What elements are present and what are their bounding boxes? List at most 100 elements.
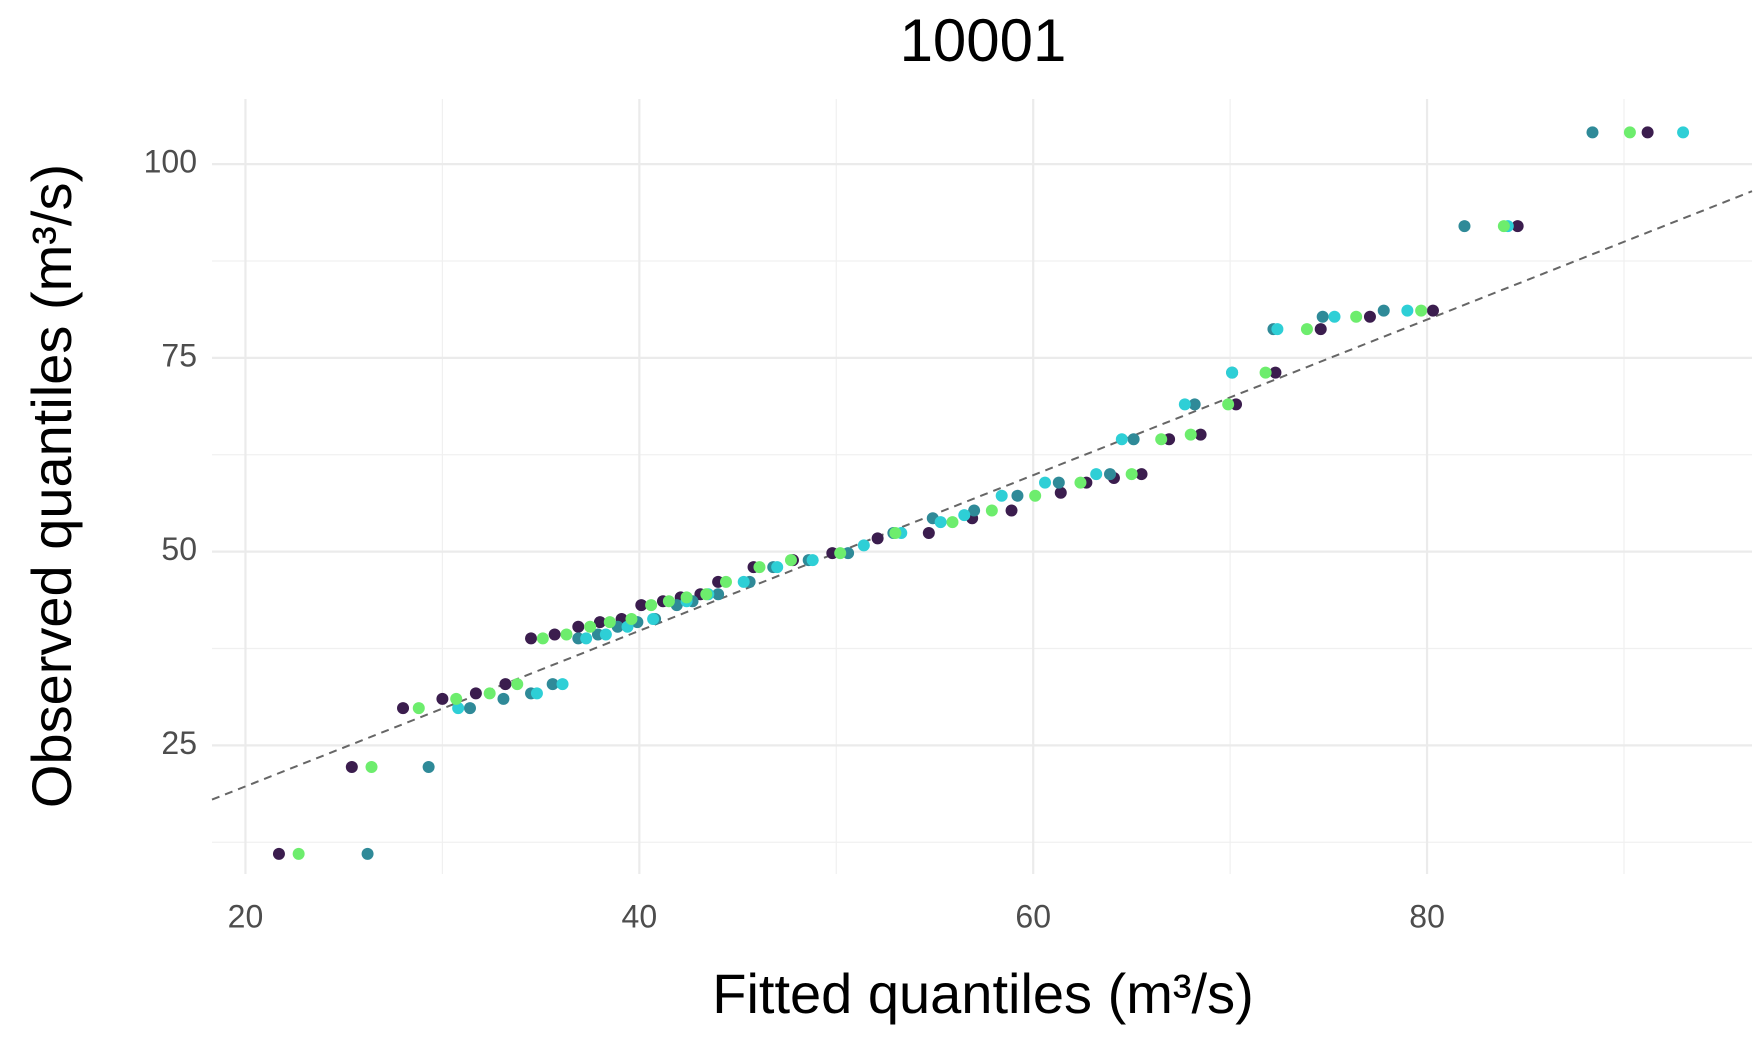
point xyxy=(834,547,847,560)
point xyxy=(1497,220,1510,233)
point xyxy=(463,702,476,715)
point xyxy=(1271,323,1284,336)
point xyxy=(645,599,658,612)
chart-title: 10001 xyxy=(900,7,1067,74)
point xyxy=(436,692,449,705)
point xyxy=(1259,366,1272,379)
x-axis-title: Fitted quantiles (m³/s) xyxy=(712,962,1254,1025)
point xyxy=(1155,433,1168,446)
point xyxy=(647,613,660,626)
point xyxy=(934,516,947,529)
point xyxy=(1125,468,1138,481)
x-tick-label: 60 xyxy=(1015,898,1051,934)
point xyxy=(548,628,561,641)
point xyxy=(1226,366,1239,379)
point xyxy=(1194,428,1207,441)
point xyxy=(397,702,410,715)
point xyxy=(1328,310,1341,323)
reference-line xyxy=(211,190,1753,801)
point xyxy=(1090,468,1103,481)
point xyxy=(995,489,1008,502)
x-tick-label: 40 xyxy=(622,898,658,934)
point xyxy=(599,628,612,641)
point xyxy=(603,616,616,629)
point xyxy=(1511,220,1524,233)
point xyxy=(556,678,569,691)
point xyxy=(1415,304,1428,317)
point xyxy=(1377,304,1390,317)
point xyxy=(1184,428,1197,441)
point xyxy=(753,561,766,574)
point xyxy=(1052,476,1065,489)
point xyxy=(625,613,638,626)
point xyxy=(784,554,797,567)
point xyxy=(806,554,819,567)
point xyxy=(1115,433,1128,446)
point xyxy=(1054,486,1067,499)
point xyxy=(536,632,549,645)
point xyxy=(1363,310,1376,323)
point xyxy=(635,599,648,612)
point xyxy=(662,595,675,608)
point xyxy=(1039,476,1052,489)
point xyxy=(871,532,884,545)
point xyxy=(546,678,559,691)
point xyxy=(345,761,358,774)
point xyxy=(737,575,750,588)
y-tick-label: 25 xyxy=(161,725,197,761)
point xyxy=(497,692,510,705)
point xyxy=(958,509,971,522)
point xyxy=(525,632,538,645)
point xyxy=(452,702,465,715)
point xyxy=(572,620,585,633)
point xyxy=(1104,468,1117,481)
y-tick-label: 100 xyxy=(144,144,197,180)
point xyxy=(365,761,378,774)
point xyxy=(1316,310,1329,323)
y-axis-title: Observed quantiles (m³/s) xyxy=(20,164,83,808)
point xyxy=(985,504,998,517)
point xyxy=(1005,504,1018,517)
x-tick-label: 80 xyxy=(1409,898,1445,934)
point xyxy=(968,504,981,517)
y-tick-label: 50 xyxy=(161,531,197,567)
point xyxy=(1188,398,1201,411)
point xyxy=(1178,398,1191,411)
point xyxy=(700,588,713,601)
point xyxy=(292,847,305,860)
point xyxy=(584,620,597,633)
point xyxy=(450,692,463,705)
point xyxy=(422,761,435,774)
point xyxy=(1127,433,1140,446)
point xyxy=(922,527,935,539)
point xyxy=(719,575,732,588)
point xyxy=(483,687,496,700)
point xyxy=(712,588,725,601)
point xyxy=(499,678,512,691)
point xyxy=(1222,398,1235,411)
point xyxy=(272,847,285,860)
point xyxy=(1011,489,1024,502)
point xyxy=(857,539,870,552)
point xyxy=(530,687,543,700)
point xyxy=(1300,323,1313,336)
point xyxy=(1458,220,1471,233)
point xyxy=(1623,126,1636,139)
point xyxy=(680,591,693,604)
point xyxy=(511,678,524,691)
point xyxy=(412,702,425,715)
point xyxy=(1586,126,1599,139)
point xyxy=(1135,468,1148,481)
point xyxy=(580,632,593,645)
x-tick-label: 20 xyxy=(228,898,264,934)
point xyxy=(889,527,902,539)
point xyxy=(1269,366,1282,379)
point xyxy=(1074,476,1087,489)
point xyxy=(560,628,573,641)
point xyxy=(469,687,482,700)
point xyxy=(1314,323,1327,336)
point xyxy=(1401,304,1414,317)
point xyxy=(1641,126,1654,139)
y-tick-label: 75 xyxy=(161,337,197,373)
